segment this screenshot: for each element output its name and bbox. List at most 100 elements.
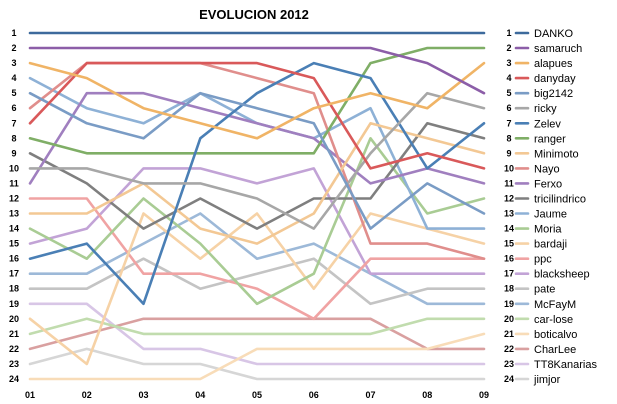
legend-rank-number: 3 bbox=[506, 58, 511, 68]
legend-entry: pate bbox=[534, 284, 555, 296]
series-line-23 bbox=[28, 347, 486, 381]
series-line-13 bbox=[28, 137, 486, 306]
chart-title: EVOLUCION 2012 bbox=[199, 7, 309, 22]
series-line-2 bbox=[28, 61, 486, 140]
legend-rank-number: 22 bbox=[504, 344, 514, 354]
legend-rank-number: 12 bbox=[504, 194, 514, 204]
legend-rank-number: 19 bbox=[504, 299, 514, 309]
legend-entry: DANKO bbox=[534, 28, 574, 40]
x-tick-labels: 01 02 03 04 05 06 07 08 09 bbox=[25, 390, 489, 400]
series-line-1 bbox=[28, 46, 486, 95]
legend: 1 DANKO 2 samaruch 3 alapues 4 danyday 5 big2142 6… bbox=[504, 28, 597, 386]
y-tick-label: 24 bbox=[9, 374, 19, 384]
y-tick-label: 14 bbox=[9, 224, 19, 234]
legend-entry: Nayo bbox=[534, 163, 560, 175]
y-tick-label: 11 bbox=[9, 178, 19, 188]
x-tick-label: 01 bbox=[25, 390, 35, 400]
x-tick-label: 04 bbox=[195, 390, 205, 400]
legend-rank-number: 11 bbox=[504, 178, 514, 188]
legend-entry: alapues bbox=[534, 58, 573, 70]
legend-entry: jimjor bbox=[533, 374, 561, 386]
y-tick-label: 16 bbox=[9, 254, 19, 264]
y-tick-label: 10 bbox=[9, 163, 19, 173]
y-tick-label: 18 bbox=[9, 284, 19, 294]
series-line-15 bbox=[28, 197, 486, 321]
series-line-7 bbox=[28, 46, 486, 155]
series-line-16 bbox=[28, 167, 486, 276]
legend-rank-number: 21 bbox=[504, 329, 514, 339]
series-line-6 bbox=[28, 61, 486, 306]
series-line-4 bbox=[28, 91, 486, 230]
legend-rank-number: 20 bbox=[504, 314, 514, 324]
series-line-21 bbox=[28, 317, 486, 351]
legend-entry: ranger bbox=[534, 133, 566, 145]
y-tick-label: 21 bbox=[9, 329, 19, 339]
legend-rank-number: 4 bbox=[506, 73, 511, 83]
legend-entry: Ferxo bbox=[534, 178, 562, 190]
series-line-14 bbox=[28, 212, 486, 366]
legend-entry: McFayM bbox=[534, 299, 576, 311]
legend-entry: danyday bbox=[534, 73, 576, 85]
series-line-19 bbox=[28, 317, 486, 336]
y-tick-label: 9 bbox=[11, 148, 16, 158]
x-tick-label: 05 bbox=[252, 390, 262, 400]
legend-entry: car-lose bbox=[534, 314, 573, 326]
y-tick-label: 5 bbox=[11, 88, 16, 98]
legend-entry: ricky bbox=[534, 103, 557, 115]
y-tick-label: 2 bbox=[11, 43, 16, 53]
legend-rank-number: 15 bbox=[504, 239, 514, 249]
legend-entry: Zelev bbox=[534, 118, 561, 130]
x-tick-label: 07 bbox=[365, 390, 375, 400]
y-tick-label: 15 bbox=[9, 239, 19, 249]
series-line-8 bbox=[28, 122, 486, 245]
legend-entry: Moria bbox=[534, 224, 562, 236]
y-tick-label: 7 bbox=[11, 118, 16, 128]
legend-rank-number: 8 bbox=[506, 133, 511, 143]
series-line-5 bbox=[28, 91, 486, 230]
legend-rank-number: 10 bbox=[504, 163, 514, 173]
x-tick-label: 02 bbox=[82, 390, 92, 400]
legend-rank-number: 2 bbox=[506, 43, 511, 53]
y-tick-label: 8 bbox=[11, 133, 16, 143]
legend-entry: TT8Kanarias bbox=[534, 359, 597, 371]
legend-rank-number: 7 bbox=[506, 118, 511, 128]
series-line-11 bbox=[28, 122, 486, 230]
series-line-3 bbox=[28, 61, 486, 170]
legend-entry: tricilindrico bbox=[534, 194, 586, 206]
legend-entry: boticalvo bbox=[534, 329, 577, 341]
series-line-10 bbox=[28, 91, 486, 185]
y-tick-label: 3 bbox=[11, 58, 16, 68]
x-tick-label: 09 bbox=[479, 390, 489, 400]
legend-entry: Minimoto bbox=[534, 148, 579, 160]
legend-rank-number: 14 bbox=[504, 224, 514, 234]
legend-rank-number: 24 bbox=[504, 374, 514, 384]
legend-rank-number: 18 bbox=[504, 284, 514, 294]
y-tick-label: 6 bbox=[11, 103, 16, 113]
series-line-22 bbox=[28, 302, 486, 366]
legend-rank-number: 17 bbox=[504, 269, 514, 279]
y-tick-label: 17 bbox=[9, 269, 19, 279]
y-tick-label: 23 bbox=[9, 359, 19, 369]
y-tick-label: 20 bbox=[9, 314, 19, 324]
y-tick-label: 13 bbox=[9, 209, 19, 219]
legend-rank-number: 1 bbox=[506, 28, 511, 38]
legend-rank-number: 23 bbox=[504, 359, 514, 369]
series-layer bbox=[28, 31, 486, 381]
legend-rank-number: 13 bbox=[504, 209, 514, 219]
y-tick-label: 4 bbox=[11, 73, 16, 83]
legend-entry: Jaume bbox=[534, 209, 567, 221]
legend-entry: CharLee bbox=[534, 344, 576, 356]
y-tick-label: 22 bbox=[9, 344, 19, 354]
legend-entry: blacksheep bbox=[534, 269, 590, 281]
legend-rank-number: 6 bbox=[506, 103, 511, 113]
series-line-20 bbox=[28, 332, 486, 381]
y-tick-label: 19 bbox=[9, 299, 19, 309]
legend-rank-number: 9 bbox=[506, 148, 511, 158]
x-tick-label: 03 bbox=[138, 390, 148, 400]
series-line-17 bbox=[28, 257, 486, 306]
legend-entry: bardaji bbox=[534, 239, 567, 251]
y-tick-label: 12 bbox=[9, 194, 19, 204]
